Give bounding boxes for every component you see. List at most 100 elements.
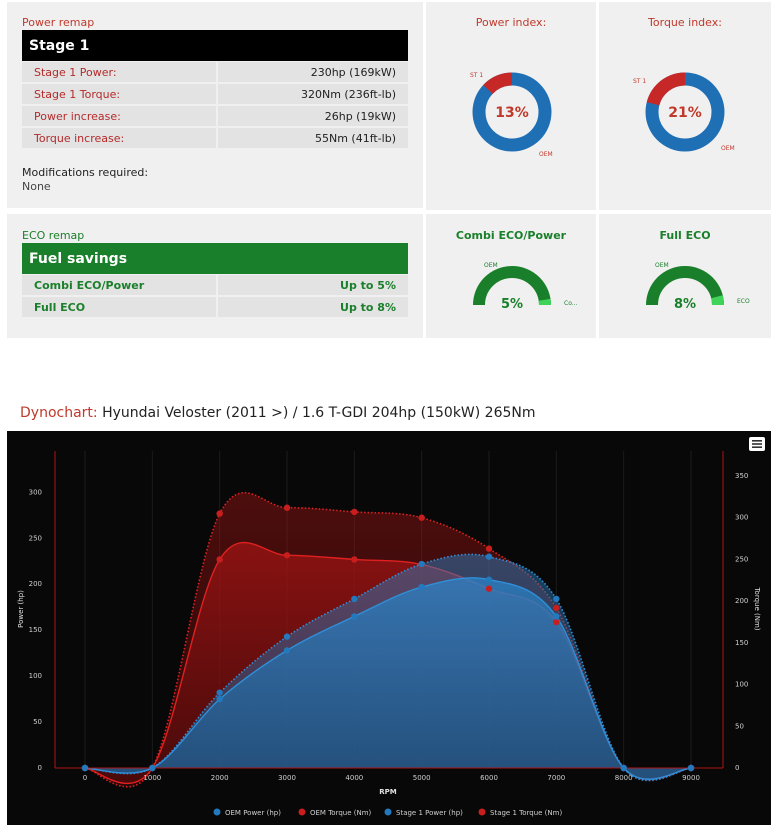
legend-label: Stage 1 Torque (Nm) bbox=[490, 809, 562, 817]
combi-eco-oem: OEM bbox=[484, 262, 498, 269]
data-point bbox=[283, 633, 291, 640]
series-area bbox=[85, 577, 691, 780]
stat-value: 230hp (169kW) bbox=[218, 62, 408, 82]
data-point bbox=[485, 553, 493, 560]
stat-value: 320Nm (236ft-lb) bbox=[218, 84, 408, 104]
power-index-oem: OEM bbox=[539, 151, 553, 158]
full-eco-gauge: 8% OEM ECO bbox=[646, 262, 750, 312]
stat-row: Torque increase: 55Nm (41ft-lb) bbox=[22, 128, 408, 148]
eco-label: Combi ECO/Power bbox=[22, 275, 216, 295]
data-point bbox=[81, 764, 89, 772]
data-point bbox=[351, 613, 358, 620]
eco-value: Up to 5% bbox=[218, 275, 408, 295]
dynochart-label: Dynochart: bbox=[20, 405, 98, 421]
legend-label: OEM Torque (Nm) bbox=[310, 809, 372, 817]
y-tick-label: 50 bbox=[33, 718, 42, 726]
torque-index-title: Torque index: bbox=[648, 16, 722, 29]
x-tick-label: 7000 bbox=[547, 774, 565, 782]
data-point bbox=[216, 556, 223, 563]
y-axis-title: Power (hp) bbox=[17, 590, 25, 628]
data-point bbox=[149, 764, 156, 772]
y2-tick-label: 250 bbox=[735, 555, 748, 563]
x-tick-label: 3000 bbox=[278, 774, 296, 782]
power-remap-title: Power remap bbox=[22, 16, 95, 29]
combi-eco-other: Co... bbox=[564, 300, 578, 307]
y2-tick-label: 50 bbox=[735, 722, 744, 730]
stat-label: Stage 1 Torque: bbox=[22, 84, 216, 104]
power-index-title: Power index: bbox=[475, 16, 547, 29]
data-point bbox=[418, 514, 425, 521]
torque-index-oem: OEM bbox=[721, 145, 735, 152]
power-index-panel bbox=[426, 2, 596, 210]
legend-label: OEM Power (hp) bbox=[225, 809, 281, 817]
full-eco-value: 8% bbox=[674, 297, 696, 312]
data-point bbox=[485, 585, 493, 592]
eco-row: Combi ECO/Power Up to 5% bbox=[22, 275, 408, 295]
data-point bbox=[553, 595, 560, 603]
stat-row: Stage 1 Power: 230hp (169kW) bbox=[22, 62, 408, 82]
stat-value: 26hp (19kW) bbox=[218, 106, 408, 126]
data-point bbox=[283, 647, 291, 654]
eco-row: Full ECO Up to 8% bbox=[22, 297, 408, 317]
series-line bbox=[84, 577, 692, 780]
data-point bbox=[283, 504, 291, 511]
x-axis-title: RPM bbox=[379, 788, 397, 796]
legend-marker bbox=[384, 808, 392, 816]
torque-index-st1: ST 1 bbox=[633, 78, 646, 85]
y-tick-label: 100 bbox=[29, 672, 42, 680]
dyno-chart: 0 50 100 150 200 250 300 0 50 100 150 200 250 300 350 0… bbox=[7, 431, 771, 825]
data-point bbox=[485, 576, 493, 583]
stat-label: Torque increase: bbox=[22, 128, 216, 148]
dyno-chart-svg: 0501001502002503000501001502002503003500… bbox=[17, 437, 765, 817]
stat-row: Stage 1 Torque: 320Nm (236ft-lb) bbox=[22, 84, 408, 104]
eco-label: Full ECO bbox=[22, 297, 216, 317]
x-tick-label: 4000 bbox=[345, 774, 363, 782]
x-tick-label: 1000 bbox=[143, 774, 161, 782]
mods-value: None bbox=[22, 180, 51, 193]
mods-label: Modifications required: bbox=[22, 166, 149, 179]
stat-value: 55Nm (41ft-lb) bbox=[218, 128, 408, 148]
x-tick-label: 8000 bbox=[615, 774, 633, 782]
data-point bbox=[553, 613, 560, 620]
data-point bbox=[485, 545, 493, 552]
y-tick-label: 250 bbox=[29, 534, 42, 542]
combi-eco-value: 5% bbox=[501, 297, 523, 312]
combi-eco-gauge: 5% OEM Co... bbox=[473, 262, 578, 312]
data-point bbox=[351, 556, 358, 563]
torque-index-panel bbox=[599, 2, 771, 210]
y-tick-label: 150 bbox=[29, 626, 42, 634]
series-line bbox=[84, 553, 692, 782]
torque-index-value: 21% bbox=[668, 105, 702, 121]
full-eco-other: ECO bbox=[737, 298, 750, 305]
data-point bbox=[418, 560, 425, 568]
chart-menu-icon[interactable] bbox=[749, 437, 765, 451]
data-point bbox=[620, 764, 627, 772]
power-index-st1: ST 1 bbox=[470, 72, 483, 79]
legend-marker bbox=[298, 808, 306, 816]
data-point bbox=[351, 508, 358, 516]
stat-label: Power increase: bbox=[22, 106, 216, 126]
full-eco-oem: OEM bbox=[655, 262, 669, 269]
data-point bbox=[283, 552, 291, 559]
data-point bbox=[418, 583, 425, 591]
y-tick-label: 200 bbox=[29, 580, 42, 588]
data-point bbox=[216, 689, 223, 696]
eco-remap-title: ECO remap bbox=[22, 229, 85, 242]
power-index-donut: 13% ST 1 OEM bbox=[470, 72, 553, 158]
fuel-savings-header: Fuel savings bbox=[22, 243, 408, 274]
torque-index-donut: 21% ST 1 OEM bbox=[633, 72, 735, 152]
y2-tick-label: 100 bbox=[735, 681, 748, 689]
full-eco-title: Full ECO bbox=[659, 229, 711, 242]
x-tick-label: 9000 bbox=[682, 774, 700, 782]
stat-row: Power increase: 26hp (19kW) bbox=[22, 106, 408, 126]
x-tick-label: 0 bbox=[83, 774, 87, 782]
eco-value: Up to 8% bbox=[218, 297, 408, 317]
combi-eco-title: Combi ECO/Power bbox=[455, 229, 567, 242]
legend-label: Stage 1 Power (hp) bbox=[396, 809, 463, 817]
legend-marker bbox=[478, 808, 486, 816]
data-point bbox=[553, 618, 560, 626]
x-tick-label: 5000 bbox=[413, 774, 431, 782]
data-point bbox=[553, 604, 560, 612]
y2-tick-label: 300 bbox=[735, 514, 748, 522]
y2-tick-label: 350 bbox=[735, 472, 748, 480]
